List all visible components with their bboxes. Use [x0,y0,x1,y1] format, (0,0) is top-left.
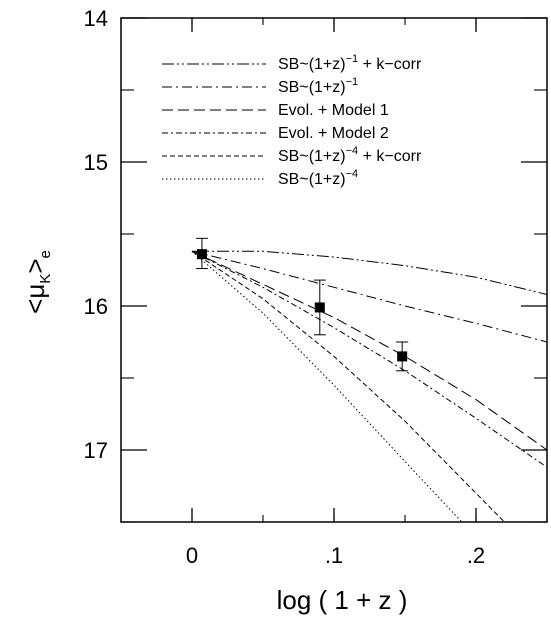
series-line-3 [191,250,548,451]
y-axis-title-tail: e [37,250,54,258]
y-axis-title-main: <μ [20,284,50,314]
legend-label-4: Evol. + Model 2 [278,125,389,142]
data-point-1 [196,249,207,260]
y-tick-label: 15 [84,150,108,175]
series-line-5 [191,250,505,523]
legend-label-1: SB~(1+z)−1 + k−corr [278,53,422,73]
data-point-3 [397,351,408,362]
axis-ticks [120,17,548,523]
legend-label-base: Evol. + Model 2 [278,125,389,142]
y-tick-label: 17 [84,438,108,463]
data-point-2 [314,302,325,313]
legend-label-5: SB~(1+z)−4 + k−corr [278,145,422,165]
series-line-1 [192,250,548,295]
y-axis-title-text: <μK>e [20,250,54,314]
tick-labels: 0 .1 .2 14 15 16 17 [84,6,486,568]
legend-label-exponent: −1 [346,76,359,88]
legend-label-base: SB~(1+z) [278,148,346,165]
legend-label-3: Evol. + Model 1 [278,102,389,119]
y-axis-title: <μK>e [20,250,54,314]
x-tick-label: .2 [467,543,485,568]
legend-label-suffix: + k−corr [358,148,422,165]
legend-label-base: SB~(1+z) [278,171,346,188]
y-axis-title-close: > [20,258,50,273]
legend-label-exponent: −4 [346,168,359,180]
y-axis-title-sub: K [37,274,54,284]
legend-label-base: Evol. + Model 1 [278,102,389,119]
series-line-6 [191,250,463,523]
legend-label-exponent: −4 [346,145,359,157]
series-lines [191,250,548,523]
legend-label-base: SB~(1+z) [278,79,346,96]
legend-label-base: SB~(1+z) [278,56,346,73]
legend-label-exponent: −1 [346,53,359,65]
series-line-2 [191,250,548,343]
legend-label-suffix: + k−corr [358,56,422,73]
y-tick-label: 16 [84,294,108,319]
x-axis-title: log ( 1 + z ) [277,585,408,615]
y-tick-label: 14 [84,6,108,31]
legend-label-6: SB~(1+z)−4 [278,168,358,188]
series-line-4 [191,250,548,468]
legend-label-2: SB~(1+z)−1 [278,76,358,96]
data-points [195,237,409,372]
x-tick-label: .1 [325,543,343,568]
x-tick-label: 0 [186,543,198,568]
